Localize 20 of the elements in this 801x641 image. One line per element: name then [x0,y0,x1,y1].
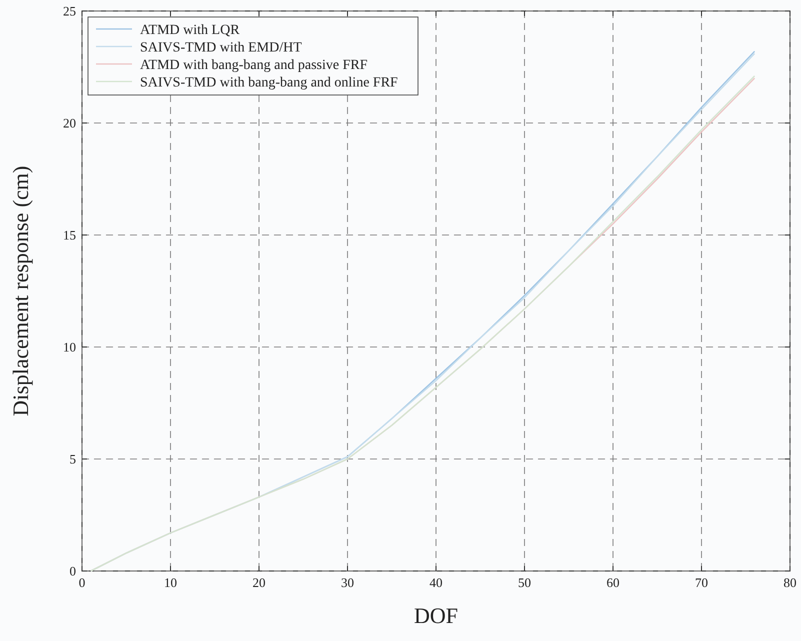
x-tick-label: 10 [164,575,177,590]
y-tick-label: 10 [63,340,76,355]
legend-label: ATMD with bang-bang and passive FRF [140,58,368,73]
x-tick-label: 60 [606,575,620,590]
x-tick-label: 80 [784,575,796,590]
x-tick-label: 50 [518,575,531,590]
x-tick-label: 40 [430,575,442,590]
legend-label: SAIVS-TMD with bang-bang and online FRF [140,75,398,90]
legend-label: ATMD with LQR [140,22,240,38]
x-tick-label: 70 [695,575,708,590]
x-tick-label: 20 [252,575,266,590]
x-axis-title: DOF [414,603,458,628]
y-tick-label: 15 [63,228,76,243]
legend-label: SAIVS-TMD with EMD/HT [140,40,302,56]
y-tick-label: 5 [70,452,76,467]
y-tick-label: 25 [63,4,76,19]
y-axis-title: Displacement response (cm) [8,166,33,416]
y-tick-label: 20 [63,116,76,131]
x-tick-label: 30 [341,575,354,590]
y-tick-label: 0 [70,564,76,579]
